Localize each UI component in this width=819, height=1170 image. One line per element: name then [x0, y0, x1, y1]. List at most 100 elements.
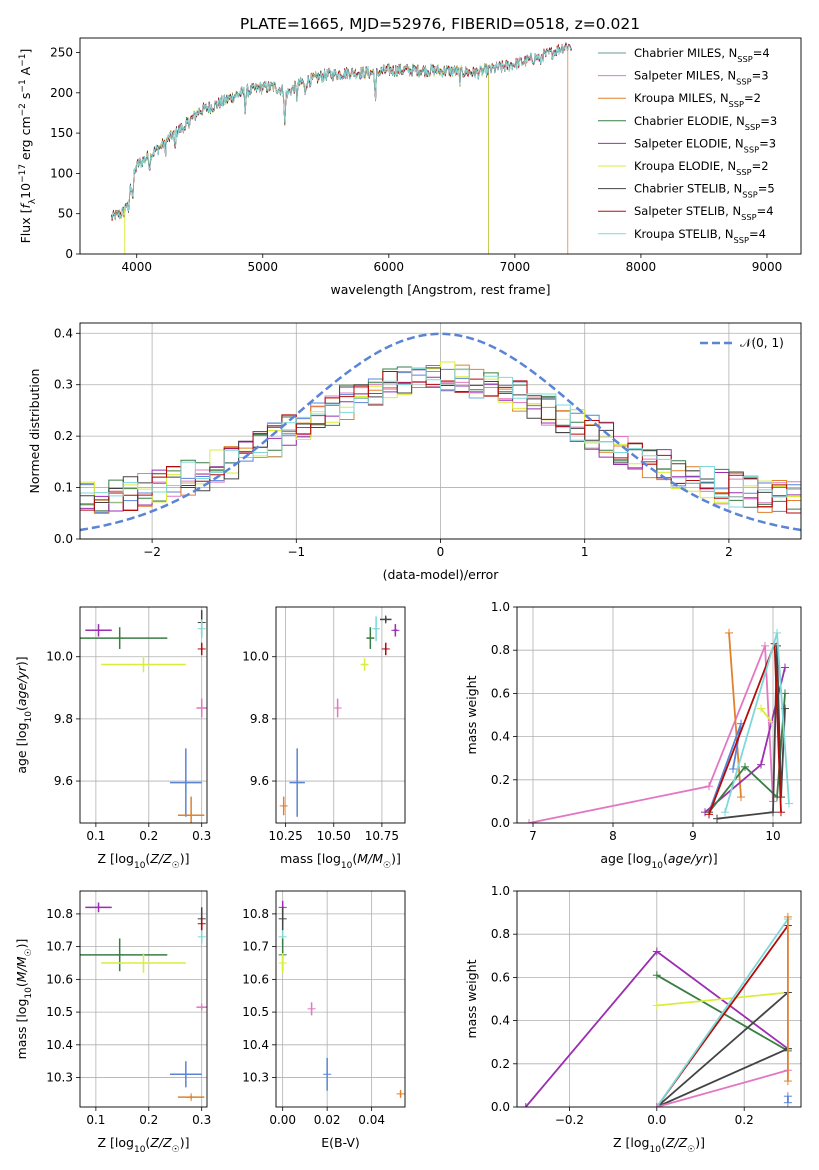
y-tick-label: 0.0 [54, 532, 73, 546]
x-tick-label: 2 [725, 545, 733, 559]
x-axis-label: wavelength [Angstrom, rest frame] [330, 282, 550, 297]
spectrum-series [111, 63, 489, 254]
legend-entry: Salpeter ELODIE, NSSP=3 [634, 136, 776, 154]
y-tick-label: 10.3 [242, 1071, 269, 1085]
errorbar-point [391, 624, 400, 637]
y-tick-label: 50 [58, 207, 73, 221]
legend: Chabrier MILES, NSSP=4 Salpeter MILES, NS… [598, 46, 777, 245]
errorbar-point [101, 953, 186, 973]
y-tick-label: 0 [65, 247, 73, 261]
y-tick-label: 10.8 [242, 907, 269, 921]
axes-frame [275, 606, 406, 824]
y-axis-label: Flux [fλ10−17 erg cm−2 s−1 A−1] [18, 49, 38, 244]
errorbar-point [85, 902, 112, 913]
y-tick-label: 0.2 [54, 429, 73, 443]
weight-series [728, 632, 742, 798]
x-tick-label: 0.02 [314, 1113, 341, 1127]
axes-frame [516, 606, 802, 824]
axes-spectrum: 4000 5000 6000 7000 8000 9000 0 50 100 150 200 250 w… [18, 37, 802, 297]
spectrum-series [111, 44, 572, 220]
x-tick-label: 5000 [247, 260, 278, 274]
weight-series [656, 1069, 789, 1107]
errorbar-point [85, 624, 112, 637]
x-tick-label: 10 [765, 829, 780, 843]
errorbar-point [366, 627, 375, 649]
x-tick-label: 9 [689, 829, 697, 843]
y-tick-label: 0.2 [491, 1057, 510, 1071]
y-tick-label: 0.4 [54, 326, 73, 340]
x-tick-label: 10.75 [365, 829, 399, 843]
errorbar-point [197, 917, 206, 931]
errorbar-point [396, 1089, 405, 1098]
y-tick-label: 1.0 [491, 600, 510, 614]
x-tick-label: 0.00 [269, 1113, 296, 1127]
legend-entry: Chabrier STELIB, NSSP=5 [634, 182, 775, 200]
y-tick-label: 100 [50, 166, 73, 180]
weight-series [656, 991, 789, 1107]
weight-series [708, 693, 786, 813]
legend-entry: Salpeter MILES, NSSP=3 [634, 69, 769, 87]
axes-Z_age: 0.1 0.2 0.3 9.6 9.8 10.0 Z [log10(Z/Z☉)] age [l… [14, 606, 211, 871]
errorbar-point [177, 1093, 205, 1102]
x-axis-label: age [log10(age/yr)] [600, 851, 717, 871]
y-tick-label: 0.4 [491, 730, 510, 744]
axes-frame [79, 606, 208, 824]
y-tick-label: 0.6 [491, 970, 510, 984]
weight-series [656, 991, 788, 1007]
errorbar-point [197, 642, 206, 656]
x-tick-label: 0.3 [192, 829, 211, 843]
x-axis-label: E(B-V) [321, 1135, 360, 1150]
legend-entry: Kroupa ELODIE, NSSP=2 [634, 159, 769, 177]
axes-frame [275, 890, 406, 1108]
y-tick-label: 10.7 [242, 940, 269, 954]
plot-area-Z_weight [521, 912, 792, 1107]
y-tick-label: 0.0 [491, 816, 510, 830]
histogram-series [80, 368, 801, 539]
plot-area-Z_mass [80, 902, 207, 1102]
x-tick-label: −1 [287, 545, 305, 559]
y-tick-label: 10.7 [46, 940, 73, 954]
weight-series [760, 707, 773, 723]
x-tick-label: 7000 [500, 260, 531, 274]
x-axis-label: Z [log10(Z/Z☉)] [613, 1135, 705, 1155]
errorbar-point [278, 907, 287, 931]
x-tick-label: 0 [437, 545, 445, 559]
y-tick-label: 10.5 [46, 1005, 73, 1019]
y-tick-label: 0.4 [491, 1014, 510, 1028]
y-tick-label: 150 [50, 126, 73, 140]
y-axis-label: mass weight [464, 675, 479, 754]
y-axis-label: Normed distribution [27, 369, 42, 494]
x-tick-label: 7 [529, 829, 537, 843]
y-tick-label: 10.0 [46, 650, 73, 664]
errorbar-point [80, 938, 168, 972]
y-tick-label: 10.8 [46, 907, 73, 921]
errorbar-point [278, 953, 287, 973]
x-tick-label: 6000 [374, 260, 405, 274]
x-tick-label: 1 [581, 545, 589, 559]
x-tick-label: 0.0 [647, 1113, 666, 1127]
x-tick-label: 0.2 [139, 829, 158, 843]
x-axis-label: Z [log10(Z/Z☉)] [98, 851, 190, 871]
x-tick-label: 0.2 [735, 1113, 754, 1127]
y-tick-label: 9.8 [250, 712, 269, 726]
y-tick-label: 0.0 [491, 1100, 510, 1114]
y-tick-label: 0.8 [491, 643, 510, 657]
y-tick-label: 10.5 [242, 1005, 269, 1019]
y-axis-label: mass [log10(M/M☉)] [14, 939, 34, 1060]
y-tick-label: 9.8 [54, 712, 73, 726]
plot-area-Z_age [80, 610, 207, 823]
x-tick-label: 0.1 [86, 829, 105, 843]
y-tick-label: 0.3 [54, 378, 73, 392]
errorbar-point [372, 616, 381, 642]
errorbar-point [177, 796, 205, 823]
spectrum-series [111, 62, 489, 254]
x-axis-label: Z [log10(Z/Z☉)] [98, 1135, 190, 1155]
plot-area-spectrum [111, 42, 572, 254]
errorbar-point [101, 656, 186, 673]
y-tick-label: 200 [50, 86, 73, 100]
errorbar-point [289, 748, 305, 817]
errorbar-point [323, 1057, 332, 1091]
x-tick-label: 9000 [752, 260, 783, 274]
errorbar-point [196, 1003, 207, 1012]
x-tick-label: 0.1 [86, 1113, 105, 1127]
